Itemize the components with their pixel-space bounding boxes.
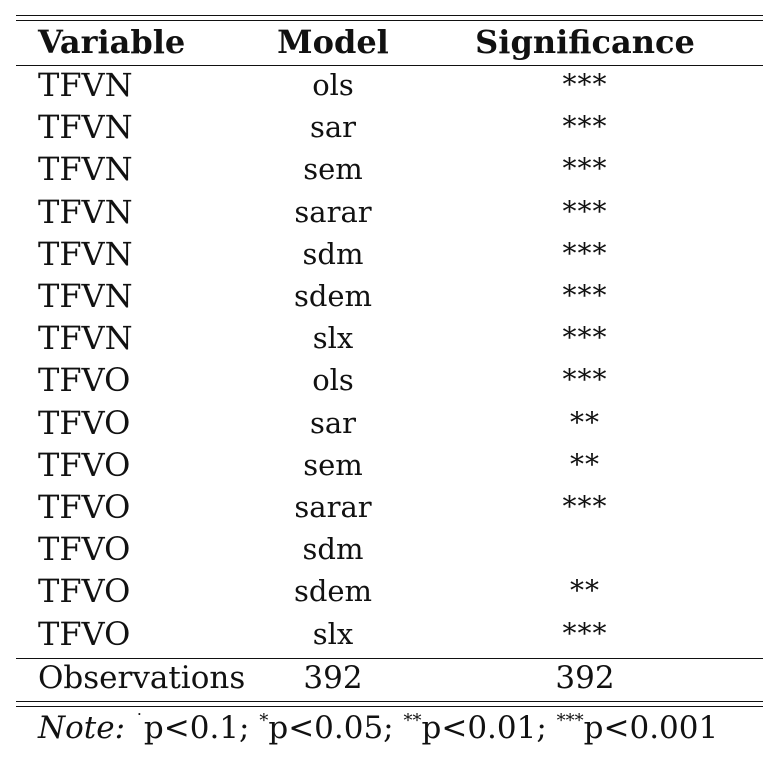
note-text: p<0.01;	[421, 710, 547, 746]
cell-variable: TFVN	[38, 234, 133, 273]
top-rule-inner	[16, 20, 763, 21]
cell-model: sem	[303, 447, 363, 482]
table-row: TFVN sdem ***	[16, 275, 763, 317]
cell-significance: ***	[562, 321, 608, 355]
cell-model: sem	[303, 152, 363, 187]
note-items: ˙p<0.1; *p<0.05; **p<0.01; ***p<0.001	[135, 710, 718, 746]
table-header: Variable Model Significance	[16, 21, 763, 63]
table-row: TFVO slx ***	[16, 613, 763, 655]
table-row: TFVN slx ***	[16, 317, 763, 359]
note-marker: *	[259, 710, 269, 732]
note-item: ˙p<0.1;	[135, 710, 250, 746]
observations-significance: 392	[555, 660, 615, 696]
cell-variable: TFVN	[38, 66, 133, 104]
note-item: ***p<0.001	[557, 710, 719, 746]
table-row: TFVN sdm ***	[16, 233, 763, 275]
table-row: TFVO sdem **	[16, 570, 763, 612]
note-item: **p<0.01;	[404, 710, 547, 746]
cell-model: sdem	[293, 574, 373, 609]
cell-significance: **	[570, 574, 600, 608]
cell-model: sar	[309, 110, 357, 145]
table-row: TFVN sar ***	[16, 106, 763, 148]
cell-significance: ***	[562, 490, 608, 523]
header-model: Model	[277, 23, 389, 61]
cell-model: ols	[312, 363, 354, 398]
cell-variable: TFVN	[38, 192, 133, 231]
top-rule-outer	[16, 15, 763, 16]
table-row: TFVO sar **	[16, 402, 763, 444]
header-variable: Variable	[38, 23, 186, 61]
cell-significance: ***	[562, 194, 608, 228]
bottom-rule-outer	[16, 701, 763, 702]
cell-variable: TFVN	[38, 319, 133, 358]
cell-significance: ***	[562, 236, 608, 270]
table-row: TFVO sarar ***	[16, 486, 763, 528]
cell-model: slx	[312, 616, 354, 651]
observations-label: Observations	[38, 660, 246, 696]
note-marker: **	[403, 710, 422, 732]
note-text: p<0.001	[583, 710, 719, 746]
cell-variable: TFVO	[38, 361, 131, 400]
cell-model: sdm	[302, 236, 364, 271]
table-row: TFVN sem ***	[16, 148, 763, 190]
table-note: Note: ˙p<0.1; *p<0.05; **p<0.01; ***p<0.…	[38, 706, 718, 750]
cell-significance: ***	[562, 152, 608, 186]
cell-significance: ***	[562, 279, 608, 312]
cell-variable: TFVN	[38, 150, 133, 189]
note-label: Note:	[38, 710, 126, 746]
cell-significance: ***	[562, 110, 608, 144]
note-marker: ***	[556, 710, 584, 732]
cell-variable: TFVO	[38, 488, 131, 526]
observations-rule	[16, 658, 763, 659]
cell-significance	[469, 528, 701, 570]
cell-variable: TFVN	[38, 277, 133, 315]
cell-variable: TFVO	[38, 614, 131, 653]
note-item: *p<0.05;	[259, 710, 393, 746]
cell-significance: ***	[562, 616, 608, 650]
cell-model: sdem	[293, 279, 373, 313]
cell-variable: TFVO	[38, 445, 131, 484]
cell-variable: TFVO	[38, 572, 131, 611]
note-text: p<0.05;	[268, 710, 394, 746]
note-text: p<0.1;	[143, 710, 250, 746]
cell-model: sar	[309, 405, 357, 440]
note-marker: ˙	[134, 710, 144, 732]
cell-significance: **	[570, 405, 600, 439]
cell-model: slx	[312, 321, 354, 356]
cell-variable: TFVO	[38, 530, 131, 569]
table-row: TFVN ols ***	[16, 64, 763, 106]
cell-model: ols	[312, 68, 354, 102]
table-row: TFVN sarar ***	[16, 191, 763, 233]
header-significance: Significance	[475, 23, 695, 61]
table-row: TFVO sem **	[16, 444, 763, 486]
table-row: TFVO sdm	[16, 528, 763, 570]
observations-row: Observations 392 392	[16, 657, 763, 699]
bottom-rule-inner	[16, 706, 763, 707]
cell-significance: ***	[562, 363, 608, 397]
header-rule	[16, 65, 763, 66]
cell-variable: TFVN	[38, 108, 133, 147]
cell-model: sarar	[294, 194, 372, 229]
cell-variable: TFVO	[38, 403, 131, 442]
cell-model: sarar	[294, 490, 372, 524]
cell-significance: **	[570, 447, 600, 481]
observations-model: 392	[303, 660, 363, 696]
cell-significance: ***	[562, 68, 608, 101]
table-row: TFVO ols ***	[16, 359, 763, 401]
cell-model: sdm	[302, 532, 364, 567]
